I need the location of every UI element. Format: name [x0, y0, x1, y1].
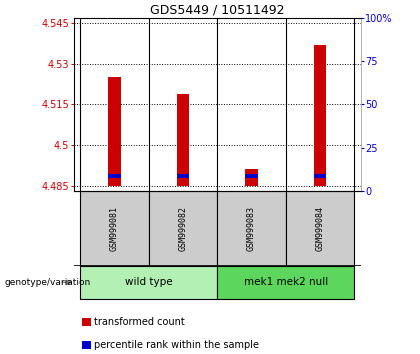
Bar	[218, 191, 286, 266]
Bar	[149, 191, 218, 266]
Text: GSM999083: GSM999083	[247, 206, 256, 251]
Text: transformed count: transformed count	[94, 317, 185, 327]
Text: percentile rank within the sample: percentile rank within the sample	[94, 340, 260, 350]
Title: GDS5449 / 10511492: GDS5449 / 10511492	[150, 4, 285, 17]
Text: wild type: wild type	[125, 277, 173, 287]
Bar	[177, 93, 189, 186]
Text: GSM999084: GSM999084	[315, 206, 325, 251]
Bar	[314, 45, 326, 186]
Bar	[314, 175, 326, 178]
Bar	[286, 191, 354, 266]
Bar	[108, 175, 121, 178]
Bar	[245, 174, 258, 178]
Bar	[245, 170, 258, 186]
Text: mek1 mek2 null: mek1 mek2 null	[244, 277, 328, 287]
Text: GSM999082: GSM999082	[178, 206, 188, 251]
Bar	[80, 191, 149, 266]
Bar	[108, 77, 121, 186]
Text: GSM999081: GSM999081	[110, 206, 119, 251]
Bar	[80, 266, 218, 299]
Bar	[218, 266, 354, 299]
Bar	[177, 175, 189, 178]
Text: genotype/variation: genotype/variation	[4, 278, 90, 287]
